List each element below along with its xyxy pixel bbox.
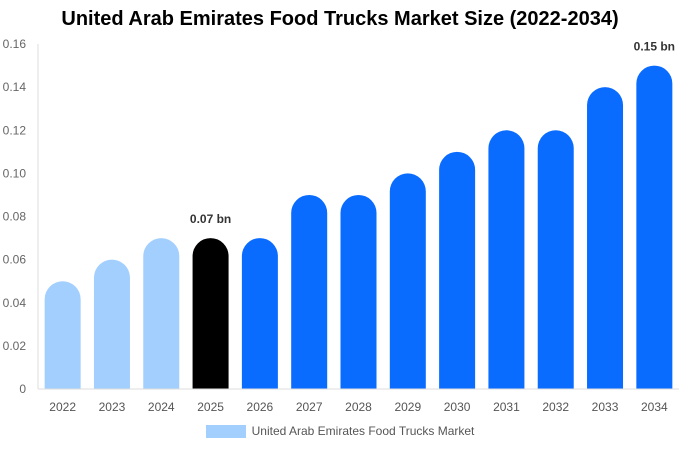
bar-2023	[93, 259, 130, 389]
bar-2032	[537, 130, 574, 390]
y-axis: 0 0.02 0.04 0.06 0.08 0.10 0.12 0.14 0.16	[3, 37, 39, 396]
y-tick-label: 0	[19, 382, 26, 396]
x-tick-label: 2031	[493, 400, 520, 414]
y-tick-label: 0.14	[3, 80, 27, 94]
x-axis: 2022 2023 2024 2025 2026 2027 2028 2029 2030 2031…	[38, 388, 679, 414]
x-tick-label: 2025	[197, 400, 224, 414]
bar-2022	[44, 281, 81, 389]
bar-2030	[439, 151, 476, 389]
y-tick-label: 0.04	[3, 296, 27, 310]
x-tick-label: 2029	[394, 400, 421, 414]
bar-2029	[389, 173, 426, 389]
bar-2031	[488, 130, 525, 389]
annotations-group: 0.07 bn 0.15 bn	[190, 40, 675, 227]
legend-label: United Arab Emirates Food Trucks Market	[251, 424, 475, 438]
chart-title: United Arab Emirates Food Trucks Market …	[61, 8, 619, 30]
x-tick-label: 2027	[296, 400, 323, 414]
x-tick-label: 2024	[148, 400, 175, 414]
x-tick-label: 2030	[444, 400, 471, 414]
data-label: 0.07 bn	[190, 212, 231, 226]
bar-2028	[340, 194, 377, 389]
bar-2026	[241, 238, 278, 389]
y-tick-label: 0.06	[3, 253, 27, 267]
bar-2033	[587, 87, 624, 389]
y-tick-label: 0.08	[3, 210, 27, 224]
y-tick-label: 0.12	[3, 123, 27, 137]
x-tick-label: 2033	[592, 400, 619, 414]
x-tick-label: 2032	[542, 400, 569, 414]
bar-2034	[636, 65, 673, 389]
bar-2024	[143, 238, 180, 389]
bars-group	[44, 65, 673, 390]
x-tick-label: 2026	[247, 400, 274, 414]
bar-2025	[192, 238, 229, 389]
x-tick-label: 2028	[345, 400, 372, 414]
x-tick-label: 2034	[641, 400, 668, 414]
x-tick-label: 2023	[99, 400, 126, 414]
legend-swatch	[205, 424, 246, 438]
legend: United Arab Emirates Food Trucks Market	[0, 424, 680, 438]
y-tick-label: 0.16	[3, 37, 27, 51]
x-tick-label: 2022	[49, 400, 76, 414]
y-tick-label: 0.10	[3, 166, 27, 180]
bar-2027	[291, 194, 328, 389]
y-tick-label: 0.02	[3, 339, 27, 353]
data-label: 0.15 bn	[634, 40, 675, 54]
